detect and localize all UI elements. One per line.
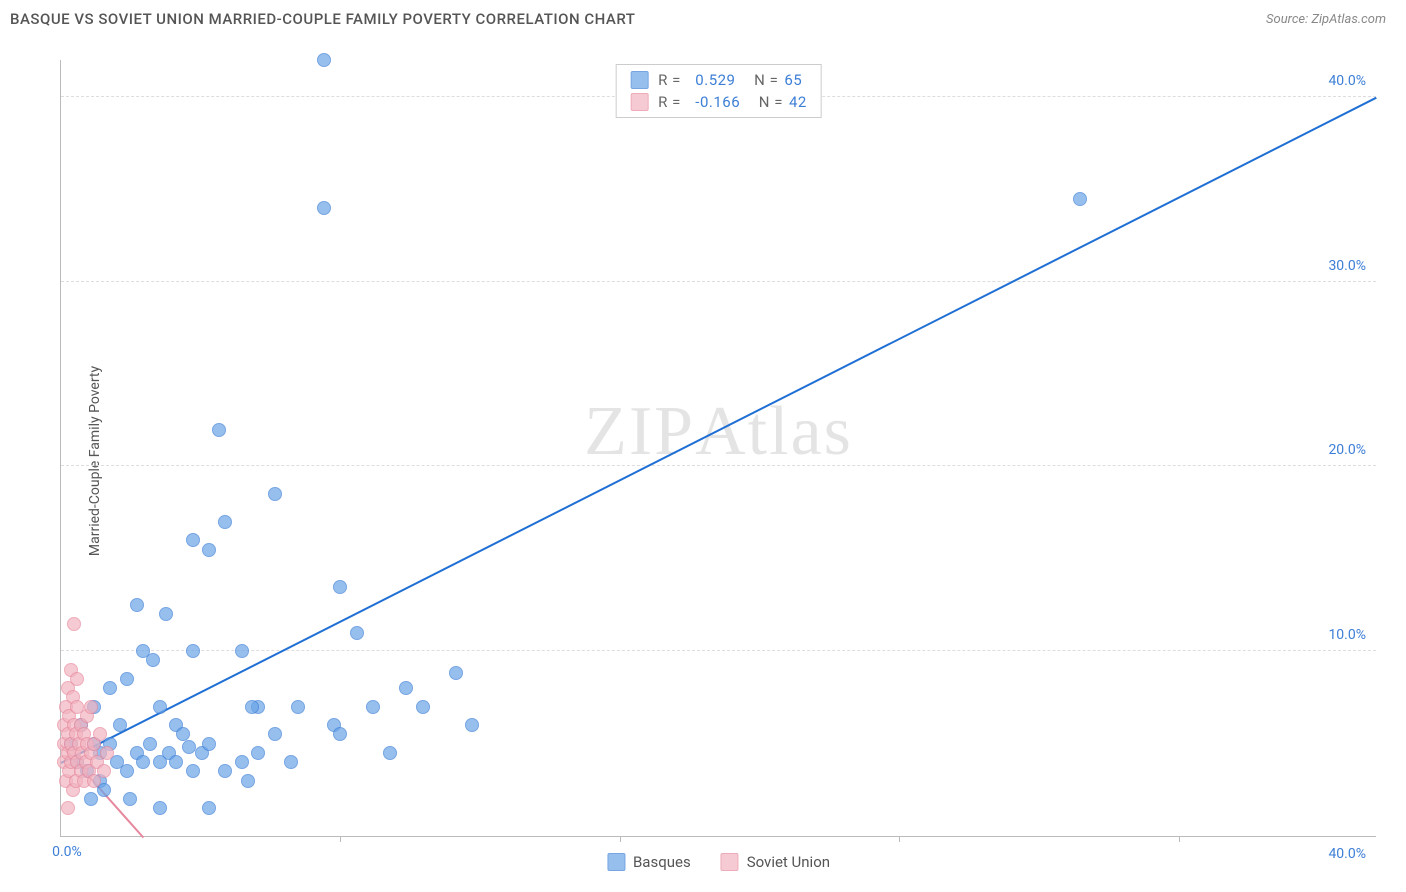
data-point <box>176 727 190 741</box>
trend-line <box>61 97 1377 764</box>
data-point <box>100 746 114 760</box>
x-end-label: 40.0% <box>1328 846 1366 862</box>
data-point <box>268 487 282 501</box>
correlation-legend-row: R = 0.529 N = 65 <box>630 71 807 89</box>
data-point <box>84 700 98 714</box>
data-point <box>465 718 479 732</box>
gridline-h <box>61 281 1376 282</box>
data-point <box>333 580 347 594</box>
correlation-legend-row: R = -0.166 N = 42 <box>630 93 807 111</box>
chart-area: Married-Couple Family Poverty ZIPAtlas 1… <box>10 40 1386 882</box>
data-point <box>333 727 347 741</box>
data-point <box>159 607 173 621</box>
data-point <box>202 801 216 815</box>
data-point <box>120 764 134 778</box>
data-point <box>284 755 298 769</box>
data-point <box>70 672 84 686</box>
y-tick-label: 40.0% <box>1328 73 1366 89</box>
data-point <box>103 681 117 695</box>
chart-title: BASQUE VS SOVIET UNION MARRIED-COUPLE FA… <box>10 10 635 28</box>
correlation-legend: R = 0.529 N = 65 R = -0.166 N = 42 <box>615 64 822 118</box>
source-label: Source: <box>1266 12 1308 27</box>
series-legend: Basques Soviet Union <box>607 853 830 871</box>
data-point <box>317 201 331 215</box>
data-point <box>146 653 160 667</box>
data-point <box>366 700 380 714</box>
x-tick <box>1179 836 1180 842</box>
data-point <box>399 681 413 695</box>
series-legend-label: Soviet Union <box>747 853 830 871</box>
plot-region: ZIPAtlas 10.0%20.0%30.0%40.0%0.0%40.0%R … <box>60 60 1376 837</box>
legend-swatch <box>607 853 625 871</box>
legend-swatch <box>721 853 739 871</box>
data-point <box>67 617 81 631</box>
data-point <box>120 672 134 686</box>
data-point <box>212 423 226 437</box>
y-tick-label: 30.0% <box>1328 258 1366 274</box>
data-point <box>84 792 98 806</box>
x-origin-label: 0.0% <box>52 844 82 860</box>
data-point <box>449 666 463 680</box>
watermark-atlas: Atlas <box>695 393 853 470</box>
data-point <box>383 746 397 760</box>
data-point <box>153 801 167 815</box>
data-point <box>136 755 150 769</box>
data-point <box>153 700 167 714</box>
data-point <box>218 764 232 778</box>
series-legend-label: Basques <box>633 853 691 871</box>
data-point <box>1073 192 1087 206</box>
legend-swatch <box>630 71 648 89</box>
gridline-h <box>61 465 1376 466</box>
series-legend-item: Basques <box>607 853 691 871</box>
x-tick <box>620 836 621 842</box>
data-point <box>202 737 216 751</box>
data-point <box>113 718 127 732</box>
x-tick <box>340 836 341 842</box>
data-point <box>130 598 144 612</box>
data-point <box>169 755 183 769</box>
data-point <box>235 644 249 658</box>
data-point <box>350 626 364 640</box>
data-point <box>291 700 305 714</box>
data-point <box>245 700 259 714</box>
series-legend-item: Soviet Union <box>721 853 830 871</box>
data-point <box>416 700 430 714</box>
data-point <box>61 801 75 815</box>
data-point <box>202 543 216 557</box>
data-point <box>251 746 265 760</box>
data-point <box>186 764 200 778</box>
data-point <box>93 727 107 741</box>
data-point <box>143 737 157 751</box>
chart-header: BASQUE VS SOVIET UNION MARRIED-COUPLE FA… <box>0 0 1406 33</box>
data-point <box>241 774 255 788</box>
y-tick-label: 10.0% <box>1328 627 1366 643</box>
data-point <box>317 53 331 67</box>
legend-swatch <box>630 93 648 111</box>
source-link[interactable]: ZipAtlas.com <box>1311 12 1386 27</box>
data-point <box>182 740 196 754</box>
x-tick <box>899 836 900 842</box>
data-point <box>186 644 200 658</box>
gridline-h <box>61 650 1376 651</box>
y-tick-label: 20.0% <box>1328 442 1366 458</box>
data-point <box>97 764 111 778</box>
data-point <box>235 755 249 769</box>
legend-stats: R = 0.529 N = 65 <box>658 71 802 89</box>
legend-stats: R = -0.166 N = 42 <box>658 93 807 111</box>
chart-source: Source: ZipAtlas.com <box>1266 12 1386 27</box>
data-point <box>123 792 137 806</box>
watermark-zip: ZIP <box>584 393 695 470</box>
data-point <box>218 515 232 529</box>
data-point <box>268 727 282 741</box>
data-point <box>186 533 200 547</box>
watermark: ZIPAtlas <box>584 392 853 472</box>
